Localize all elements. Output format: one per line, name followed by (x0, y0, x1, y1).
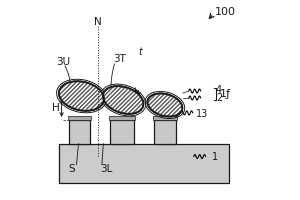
Ellipse shape (147, 93, 182, 116)
Bar (153, 116, 177, 120)
Text: S: S (69, 164, 76, 174)
Text: 3T: 3T (113, 54, 126, 64)
Text: 1: 1 (212, 152, 218, 162)
Text: 2: 2 (216, 93, 222, 103)
Text: 3L: 3L (100, 164, 112, 174)
Ellipse shape (59, 81, 104, 111)
Bar (109, 116, 135, 120)
Bar (58, 144, 230, 183)
Text: 13: 13 (196, 109, 208, 119)
Ellipse shape (103, 86, 143, 114)
Text: N: N (94, 17, 102, 27)
Text: 1ƒ: 1ƒ (220, 89, 231, 99)
Bar (68, 116, 92, 120)
Bar (110, 120, 134, 144)
Text: H: H (52, 103, 59, 113)
Bar (154, 120, 176, 144)
Text: t: t (138, 47, 142, 57)
Bar (69, 120, 90, 144)
Text: 100: 100 (215, 7, 236, 17)
Text: 3U: 3U (56, 57, 70, 67)
Text: 4: 4 (216, 85, 222, 95)
